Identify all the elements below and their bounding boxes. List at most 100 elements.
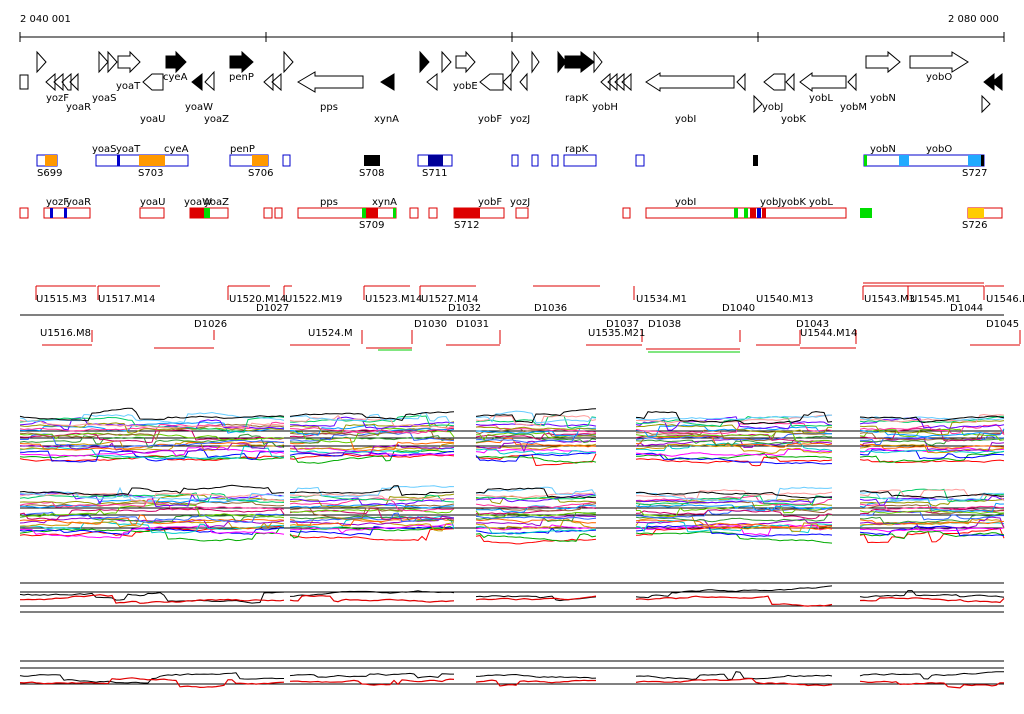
gene-arrow-filled[interactable]: [165, 50, 187, 74]
gene-arrow[interactable]: [763, 73, 786, 91]
gene-arrow-track: [19, 50, 1003, 114]
expression-trace: [19, 521, 285, 534]
gene-arrow[interactable]: [441, 50, 452, 74]
feature-box[interactable]: [428, 207, 438, 219]
feature-box[interactable]: [563, 154, 597, 167]
gene-arrow-filled[interactable]: [419, 50, 430, 74]
expression-trace: [19, 415, 285, 433]
gene-label: yobJ: [760, 197, 781, 208]
gene-arrow[interactable]: [117, 50, 141, 74]
expression-trace: [859, 417, 1005, 429]
expression-trace: [475, 496, 597, 505]
gene-arrow[interactable]: [98, 50, 109, 74]
gene-arrow[interactable]: [909, 51, 969, 73]
feature-box[interactable]: [863, 154, 985, 167]
gene-arrow[interactable]: [53, 72, 64, 92]
gene-label: penP: [230, 144, 255, 155]
gene-arrow[interactable]: [799, 72, 847, 92]
feature-id-label: S727: [962, 168, 987, 179]
gene-arrow-filled[interactable]: [564, 50, 595, 74]
gene-arrow[interactable]: [865, 50, 901, 74]
feature-box[interactable]: [282, 154, 291, 167]
expression-trace: [475, 453, 597, 467]
expression-trace-black: [635, 411, 833, 425]
expression-trace: [475, 443, 597, 451]
gene-arrow[interactable]: [263, 72, 274, 92]
gene-arrow[interactable]: [614, 72, 625, 92]
probe-label: D1027: [256, 303, 289, 314]
expression-trace-black: [19, 484, 284, 496]
gene-arrow[interactable]: [600, 72, 611, 92]
feature-box[interactable]: [531, 154, 539, 167]
gene-arrow[interactable]: [61, 72, 72, 91]
trace-red: [475, 595, 597, 601]
gene-label: pps: [320, 102, 338, 113]
gene-arrow[interactable]: [69, 72, 79, 92]
feature-box[interactable]: [551, 154, 559, 167]
gene-arrow[interactable]: [981, 94, 991, 114]
expression-trace: [635, 422, 833, 435]
gene-arrow[interactable]: [45, 72, 56, 92]
gene-arrow[interactable]: [271, 72, 282, 92]
gene-arrow[interactable]: [107, 50, 118, 74]
gene-arrow[interactable]: [736, 72, 746, 92]
expression-trace: [19, 433, 285, 448]
feature-mark: [428, 155, 443, 166]
gene-arrow[interactable]: [531, 50, 540, 74]
gene-arrow[interactable]: [502, 72, 512, 92]
feature-box[interactable]: [635, 154, 645, 167]
expression-trace: [635, 509, 833, 520]
feature-box[interactable]: [139, 207, 165, 219]
expression-trace: [635, 452, 832, 465]
gene-arrow[interactable]: [753, 94, 763, 114]
expression-trace-black: [859, 415, 1005, 424]
gene-arrow[interactable]: [593, 50, 603, 74]
gene-label: pps: [320, 197, 338, 208]
expression-trace: [289, 525, 455, 536]
expression-trace: [289, 442, 455, 451]
gene-arrow[interactable]: [479, 73, 504, 91]
feature-box[interactable]: [622, 207, 631, 219]
feature-box[interactable]: [511, 154, 519, 167]
expression-trace-black: [635, 491, 832, 499]
gene-arrow-filled[interactable]: [191, 72, 203, 92]
feature-box[interactable]: [297, 207, 397, 219]
expression-trace: [635, 435, 833, 447]
expression-trace: [475, 426, 597, 431]
gene-arrow-filled[interactable]: [380, 73, 395, 91]
trace-red: [289, 678, 455, 686]
feature-box[interactable]: [19, 207, 29, 219]
expression-trace-black: [289, 485, 455, 496]
gene-arrow[interactable]: [455, 50, 476, 74]
expression-trace: [859, 488, 1005, 502]
probe-label: U1520.M14: [229, 294, 286, 305]
gene-arrow[interactable]: [426, 72, 438, 92]
expression-trace: [475, 492, 597, 499]
gene-label: yobI: [675, 197, 696, 208]
gene-arrow[interactable]: [283, 50, 294, 74]
trace-black: [19, 591, 285, 604]
gene-arrow[interactable]: [204, 70, 215, 92]
expression-trace: [635, 496, 833, 504]
gene-arrow-filled[interactable]: [229, 50, 254, 74]
gene-arrow-filled[interactable]: [991, 72, 1003, 92]
gene-arrow[interactable]: [519, 72, 528, 92]
feature-box[interactable]: [409, 207, 419, 219]
gene-arrow[interactable]: [785, 72, 795, 92]
gene-arrow-filled[interactable]: [557, 50, 567, 74]
gene-arrow[interactable]: [621, 72, 632, 92]
gene-arrow[interactable]: [847, 72, 857, 92]
probe-label: U1517.M14: [98, 294, 155, 305]
gene-arrow[interactable]: [142, 73, 164, 91]
gene-arrow[interactable]: [36, 50, 47, 74]
gene-arrow[interactable]: [645, 72, 735, 92]
feature-box[interactable]: [263, 207, 273, 219]
gene-label: cyeA: [164, 144, 189, 155]
feature-box[interactable]: [274, 207, 283, 219]
gene-arrow[interactable]: [607, 72, 618, 92]
feature-box[interactable]: [515, 207, 529, 219]
gene-arrow[interactable]: [297, 71, 364, 93]
gene-arrow[interactable]: [19, 74, 29, 90]
gene-arrow[interactable]: [511, 50, 520, 74]
expression-trace: [860, 437, 1005, 446]
